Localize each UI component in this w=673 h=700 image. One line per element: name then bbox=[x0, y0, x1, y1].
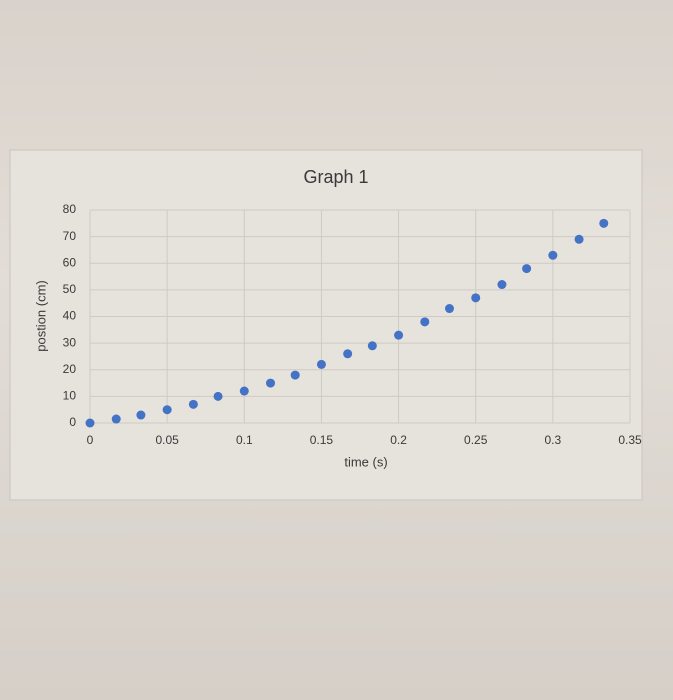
point bbox=[188, 399, 198, 409]
point bbox=[574, 234, 584, 244]
point bbox=[343, 349, 353, 359]
y-tick-label: 60 bbox=[63, 255, 77, 269]
point bbox=[85, 418, 95, 428]
point bbox=[471, 293, 481, 303]
point bbox=[522, 264, 532, 274]
y-tick-label: 0 bbox=[69, 415, 76, 429]
chart-title: Graph 1 bbox=[303, 167, 368, 187]
point bbox=[394, 330, 404, 340]
point bbox=[290, 370, 300, 380]
x-tick-label: 0.2 bbox=[390, 433, 407, 447]
x-tick-label: 0.25 bbox=[464, 433, 488, 447]
y-axis-label: postion (cm) bbox=[33, 280, 48, 352]
point bbox=[548, 250, 558, 260]
point bbox=[239, 386, 249, 396]
point bbox=[162, 405, 172, 415]
y-tick-label: 80 bbox=[63, 202, 77, 216]
x-tick-label: 0.1 bbox=[236, 433, 253, 447]
point bbox=[266, 378, 276, 388]
point bbox=[420, 317, 430, 327]
y-tick-label: 10 bbox=[63, 389, 77, 403]
point bbox=[367, 341, 377, 351]
x-tick-label: 0.3 bbox=[545, 433, 562, 447]
point bbox=[213, 391, 223, 401]
point bbox=[497, 280, 507, 290]
point bbox=[599, 218, 609, 228]
x-axis-label: time (s) bbox=[344, 454, 387, 469]
x-tick-label: 0.35 bbox=[618, 433, 642, 447]
point bbox=[136, 410, 146, 420]
x-tick-label: 0 bbox=[87, 433, 94, 447]
point bbox=[444, 304, 454, 314]
y-tick-label: 30 bbox=[63, 335, 77, 349]
point bbox=[316, 359, 326, 369]
x-tick-label: 0.15 bbox=[310, 433, 334, 447]
x-tick-label: 0.05 bbox=[155, 433, 179, 447]
y-tick-label: 20 bbox=[63, 362, 77, 376]
y-tick-label: 70 bbox=[63, 229, 77, 243]
chart-frame bbox=[9, 149, 643, 501]
y-tick-label: 50 bbox=[63, 282, 77, 296]
point bbox=[111, 414, 121, 424]
y-tick-label: 40 bbox=[63, 309, 77, 323]
